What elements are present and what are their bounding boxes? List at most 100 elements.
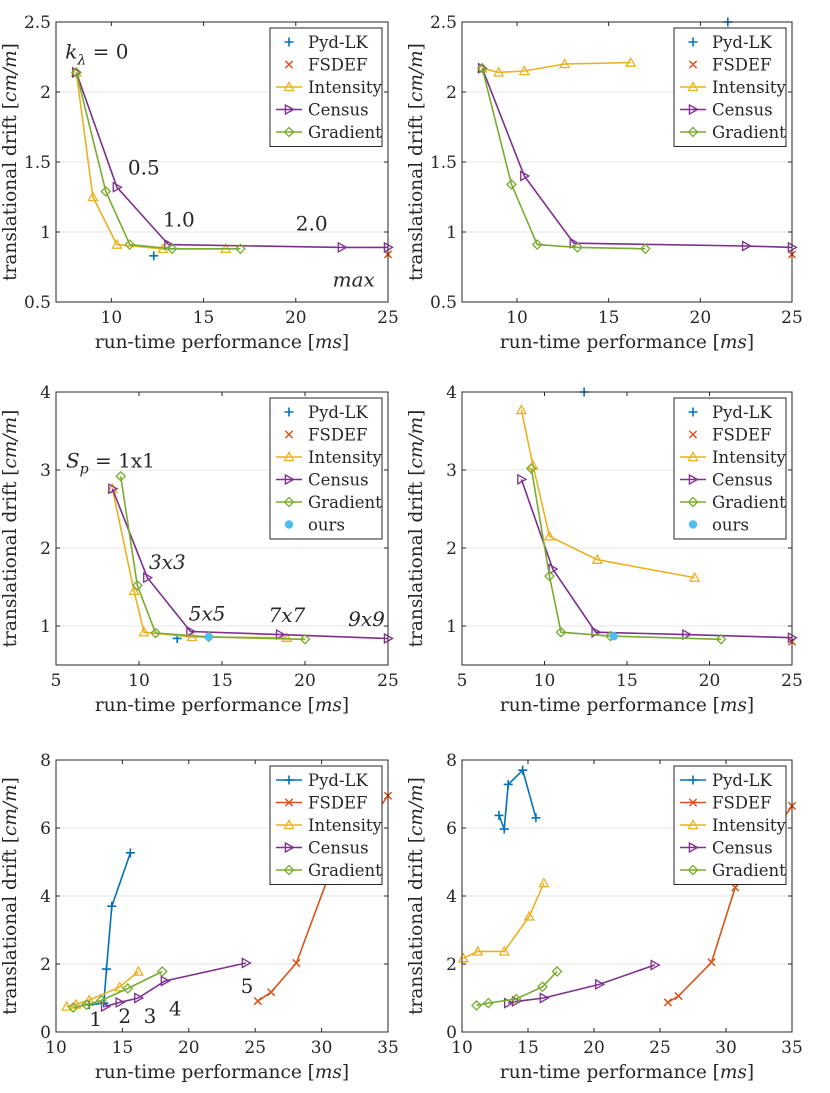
legend-label: Intensity	[712, 816, 787, 835]
data-point-census	[682, 628, 693, 641]
x-axis-label-part: [	[713, 332, 720, 353]
y-tick-label: 2	[40, 955, 51, 975]
series-line-intensity	[462, 882, 545, 959]
legend-marker-fsdef	[284, 430, 294, 439]
x-axis-label-part: ]	[342, 332, 349, 353]
annotation: 4	[169, 996, 182, 1020]
x-tick-label: 20	[583, 1038, 605, 1058]
chart-p1: 10 15 20 25 0.5 1 1.5 2 2.5 run-time performance …	[0, 13, 399, 353]
legend-label: FSDEF	[712, 56, 771, 75]
x-tick-label: 10	[45, 1038, 67, 1058]
y-axis-label-part: translational drift	[406, 109, 427, 281]
data-point-intensity	[559, 58, 571, 69]
legend-label: Pyd-LK	[308, 33, 369, 52]
data-point-intensity	[625, 56, 637, 67]
legend-label: Gradient	[308, 861, 382, 880]
data-point-gradient	[95, 994, 107, 1006]
x-axis-label-part: run-time performance	[95, 695, 308, 716]
data-point-pyd	[494, 810, 504, 820]
legend-marker-fsdef	[284, 798, 294, 807]
legend-label: ours	[712, 516, 749, 535]
x-axis-label-part: ]	[342, 695, 349, 716]
legend-label: Intensity	[308, 448, 383, 467]
annotation: kλ = 0	[65, 39, 128, 68]
data-point-gradient	[506, 178, 517, 190]
annotation-sub: p	[80, 462, 89, 478]
annotation: 9x9	[348, 607, 385, 631]
data-point-gradient	[115, 470, 127, 482]
x-tick-label: 10	[506, 308, 528, 328]
x-tick-label: 25	[781, 671, 803, 691]
y-tick-label: 0	[40, 1023, 51, 1043]
x-tick-label: 10	[128, 671, 150, 691]
legend-label: Intensity	[308, 78, 383, 97]
data-point-census	[134, 992, 145, 1004]
data-point-gradient	[572, 241, 583, 253]
y-tick-label: 1	[446, 617, 457, 637]
annotation-main: 7x7	[268, 603, 305, 627]
data-point-pyd	[149, 251, 159, 261]
annotation-main: 3	[144, 1004, 157, 1028]
data-point-gradient	[525, 463, 537, 474]
legend-label: Intensity	[712, 448, 787, 467]
x-axis-label-part: [	[713, 695, 720, 716]
x-axis-label-part: run-time performance	[500, 332, 713, 353]
legend-label: Intensity	[308, 816, 383, 835]
y-axis-label-part: cm/m	[406, 784, 427, 836]
x-axis-label-part: run-time performance	[500, 695, 713, 716]
x-tick-label: 15	[598, 308, 620, 328]
legend-label: Gradient	[712, 861, 786, 880]
legend-label: Gradient	[712, 123, 786, 142]
legend: Pyd-LK FSDEF Intensity Census Gradient ours	[673, 397, 787, 540]
data-point-intensity	[493, 66, 505, 77]
data-point-gradient	[476, 62, 488, 74]
data-point-pyd	[499, 824, 509, 834]
legend-marker-intensity	[283, 819, 295, 830]
y-axis-label-part: cm/m	[0, 50, 21, 102]
legend-marker-pyd	[284, 775, 294, 785]
data-point-fsdef	[731, 883, 740, 892]
y-axis-label-part: ]	[0, 43, 21, 50]
legend-label: Census	[308, 471, 369, 490]
legend-marker-gradient	[687, 864, 699, 876]
chart-p2: 10 15 20 25 0.5 1 1.5 2 2.5 run-time performance …	[406, 13, 803, 353]
data-point-intensity	[132, 965, 144, 976]
legend-label: FSDEF	[308, 794, 367, 813]
data-point-gradient	[131, 580, 143, 591]
legend-label: Census	[712, 101, 773, 120]
x-axis-label-part: ms	[720, 332, 747, 353]
annotation-main: S	[66, 449, 80, 473]
legend-marker-gradient	[687, 496, 699, 508]
legend-marker-ours	[688, 520, 698, 529]
data-point-gradient	[156, 966, 168, 977]
y-axis-label: translational drift [cm/m]	[0, 43, 21, 281]
legend-label: Census	[308, 101, 369, 120]
x-tick-label: 10	[534, 671, 556, 691]
annotation: 5	[241, 974, 254, 998]
x-axis-label-part: run-time performance	[95, 1062, 308, 1083]
y-axis-label-part: [	[0, 836, 21, 843]
data-point-fsdef	[674, 991, 683, 1001]
x-axis-label: run-time performance [ms]	[500, 1062, 754, 1083]
legend-marker-census	[688, 473, 699, 486]
legend-marker-intensity	[283, 451, 295, 462]
y-axis-label-part: cm/m	[0, 417, 21, 469]
data-point-gradient	[471, 1000, 482, 1011]
data-point-pyd	[125, 848, 135, 858]
x-axis-label: run-time performance [ms]	[500, 332, 754, 353]
y-tick-label: 3	[446, 461, 457, 481]
annotation-main: 0.5	[128, 156, 160, 180]
legend-marker-intensity	[687, 819, 699, 830]
x-axis-label: run-time performance [ms]	[500, 695, 754, 716]
legend-marker-pyd	[688, 37, 698, 47]
data-point-intensity	[498, 945, 510, 956]
y-axis-label-part: cm/m	[406, 417, 427, 469]
data-point-census	[100, 1000, 111, 1013]
annotation: 2.0	[296, 212, 328, 236]
x-axis-label-part: [	[308, 1062, 315, 1083]
y-tick-label: 4	[446, 383, 457, 403]
legend-marker-pyd	[284, 37, 294, 47]
